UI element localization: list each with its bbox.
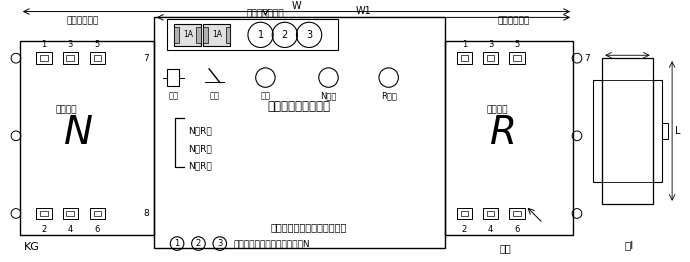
Bar [513,211,521,216]
Bar [653,80,662,182]
Text: 地线: 地线 [500,243,511,253]
Bar [486,55,495,61]
Bar [40,55,48,61]
Bar [90,208,106,219]
Bar [460,211,469,216]
Bar [66,211,75,216]
Bar [204,27,208,43]
Text: 1: 1 [175,239,179,248]
Text: 上海人民电器开关厂有限公司: 上海人民电器开关厂有限公司 [271,222,347,232]
Text: 指示灯接线端子: 指示灯接线端子 [246,10,284,19]
Text: 图I: 图I [624,240,634,250]
Text: 2: 2 [41,225,47,234]
Text: W1: W1 [355,7,371,17]
Text: 三极断路器专用零线接线端子N: 三极断路器专用零线接线端子N [233,239,310,248]
Bar [602,80,653,182]
Bar [483,52,498,64]
Bar [204,24,230,46]
Text: N合R分: N合R分 [188,161,212,170]
Text: 备用电源: 备用电源 [486,105,508,114]
Bar [66,55,75,61]
Bar [168,19,338,50]
Bar [37,52,52,64]
Bar [37,208,52,219]
Bar [90,52,106,64]
Text: 3: 3 [488,40,493,50]
Text: 手动: 手动 [210,91,220,100]
Text: 5: 5 [95,40,100,50]
Text: 6: 6 [95,225,100,234]
Text: 1A: 1A [183,30,193,39]
Text: W: W [292,1,302,10]
Bar [40,211,48,216]
Text: N合R分: N合R分 [188,127,212,135]
Bar [174,24,201,46]
Bar [513,55,521,61]
Text: N电源: N电源 [320,91,337,100]
Bar [174,27,179,43]
Text: 5: 5 [514,40,520,50]
Text: 常用电源: 常用电源 [56,105,77,114]
Text: N: N [63,114,92,152]
Bar [457,208,472,219]
Text: 6: 6 [514,225,520,234]
Bar [445,41,573,235]
Text: 1: 1 [257,30,264,40]
Bar [226,27,230,43]
Text: 8: 8 [144,209,149,218]
Text: 7: 7 [144,54,149,63]
Text: 常用电源零线: 常用电源零线 [67,16,99,25]
Text: 2: 2 [462,225,467,234]
Bar [662,123,668,139]
Text: 电源: 电源 [260,91,270,100]
Bar [509,208,524,219]
Bar [154,17,445,248]
Bar [509,52,524,64]
Text: 2: 2 [196,239,201,248]
Text: 1: 1 [41,40,47,50]
Bar [94,211,101,216]
Bar [20,41,154,235]
Text: 3: 3 [68,40,73,50]
Bar [486,211,495,216]
Bar [460,55,469,61]
Text: 3: 3 [217,239,222,248]
Text: KG: KG [23,242,39,252]
Bar [94,55,101,61]
Text: N合R分: N合R分 [188,144,212,153]
Text: 自动: 自动 [168,91,178,100]
Text: 4: 4 [68,225,73,234]
Bar [483,208,498,219]
Text: 1: 1 [462,40,467,50]
Text: 双电源自动切换开关: 双电源自动切换开关 [268,100,331,113]
Bar [63,208,78,219]
Text: 备用电源零线: 备用电源零线 [497,16,530,25]
Bar [197,27,201,43]
Bar [602,58,653,204]
Bar [63,52,78,64]
Text: 3: 3 [306,30,312,40]
Text: 2: 2 [282,30,288,40]
Text: L: L [675,126,680,136]
Text: 7: 7 [584,54,589,63]
Bar [457,52,472,64]
Bar [168,69,179,86]
Text: R: R [490,114,517,152]
Text: R电源: R电源 [381,91,397,100]
Bar [593,80,602,182]
Text: 4: 4 [488,225,493,234]
Text: 1A: 1A [212,30,222,39]
